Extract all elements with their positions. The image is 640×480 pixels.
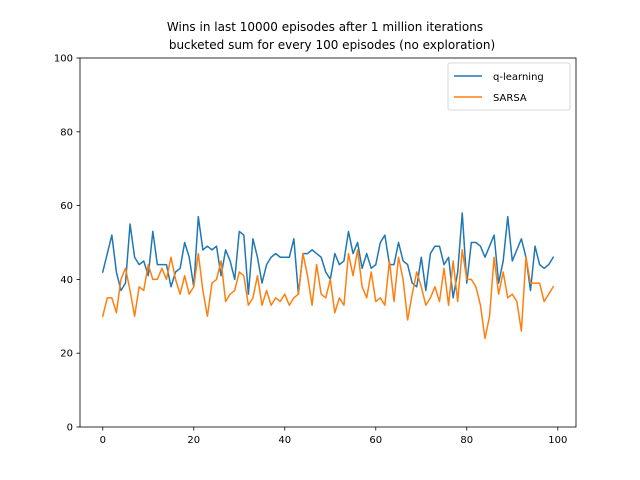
y-tick-label: 0 — [67, 423, 73, 434]
y-tick-label: 40 — [60, 275, 73, 286]
x-tick-label: 40 — [278, 435, 291, 446]
y-tick-label: 20 — [60, 349, 73, 360]
x-tick-label: 60 — [369, 435, 382, 446]
legend: q-learning SARSA — [447, 62, 571, 111]
plot-area: 0 20 40 60 80 100 0 20 40 60 80 100 — [54, 54, 577, 446]
y-tick-label: 80 — [60, 127, 73, 138]
x-tick-label: 0 — [100, 435, 106, 446]
legend-label: SARSA — [493, 93, 527, 104]
y-tick-label: 100 — [54, 54, 73, 65]
series-line-sarsa — [101, 249, 555, 340]
x-tick-label: 80 — [460, 435, 473, 446]
legend-label: q-learning — [493, 72, 544, 83]
x-tick-label: 100 — [548, 435, 567, 446]
chart-title: Wins in last 10000 episodes after 1 mill… — [167, 20, 483, 34]
y-tick-label: 60 — [60, 201, 73, 212]
legend-box — [447, 62, 571, 111]
series-line-q-learning — [101, 212, 555, 299]
chart-subtitle: bucketed sum for every 100 episodes (no … — [169, 38, 495, 52]
x-tick-label: 20 — [187, 435, 200, 446]
axes-frame — [79, 57, 577, 428]
